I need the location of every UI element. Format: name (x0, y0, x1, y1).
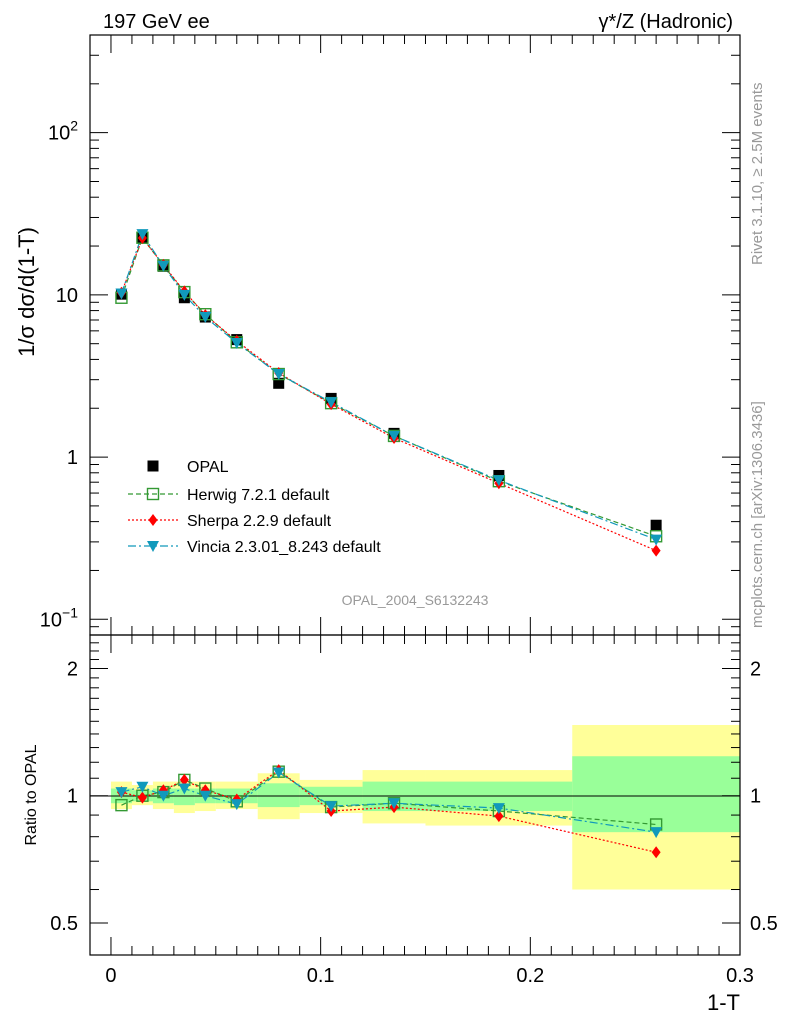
analysis-id: OPAL_2004_S6132243 (342, 592, 489, 608)
header-left: 197 GeV ee (103, 11, 210, 33)
series-markers (115, 229, 663, 859)
legend-vincia-label: Vincia 2.3.01_8.243 default (187, 539, 381, 556)
header-right: γ*/Z (Hadronic) (599, 11, 733, 33)
vincia-point (157, 260, 170, 272)
vincia-point (136, 229, 149, 241)
vincia-point (388, 430, 401, 442)
vincia-ratio-line (121, 771, 657, 833)
vincia-point (650, 534, 663, 546)
x-tick-label: 0.1 (307, 965, 335, 987)
vincia-ratio-point (178, 783, 191, 795)
sherpa-point (651, 544, 661, 557)
vincia-point (178, 289, 191, 301)
ratio-ylabel: Ratio to OPAL (23, 744, 40, 845)
opal-point (650, 519, 662, 531)
ratio-y-tick-label-right: 1 (750, 786, 761, 808)
vincia-ratio-point (388, 798, 401, 810)
x-tick-label: 0.3 (726, 965, 754, 987)
sherpa-ratio-point (651, 846, 661, 859)
y-tick-label: 102 (48, 118, 78, 145)
vincia-ratio-point (157, 790, 170, 802)
ratio-y-tick-label-right: 2 (750, 658, 761, 680)
vincia-ratio-point (136, 781, 149, 793)
main-ylabel: 1/σ dσ/d(1-T) (14, 227, 39, 357)
tick-labels: 0 0.1 0.2 0.3 10−1 1 10 102 0.5 0.5 1 1 2 2 (40, 118, 778, 987)
herwig-ratio-point (115, 798, 128, 812)
legend-opal-marker (147, 460, 159, 472)
legend-herwig-marker (146, 487, 160, 501)
band-green (572, 756, 740, 833)
vincia-point (199, 312, 212, 324)
vincia-ratio-point (115, 787, 128, 799)
ratio-y-tick-label-left: 1 (67, 786, 78, 808)
legend-opal-label: OPAL (187, 459, 229, 476)
sherpa-ratio-point (179, 773, 189, 786)
x-tick-label: 0.2 (516, 965, 544, 987)
mcplots-label: mcplots.cern.ch [arXiv:1306.3436] (749, 401, 766, 628)
x-tick-label: 0 (105, 965, 116, 987)
vincia-ratio-point (272, 767, 285, 779)
vincia-point (492, 475, 505, 487)
axis-ticks (89, 34, 741, 955)
legend-herwig-label: Herwig 7.2.1 default (187, 487, 330, 504)
ratio-uncertainty-bands (110, 724, 740, 890)
sherpa-line (120, 236, 657, 552)
legend-sherpa-marker (148, 514, 158, 526)
y-tick-label: 10 (56, 285, 78, 307)
rivet-label: Rivet 3.1.10, ≥ 2.5M events (749, 83, 766, 266)
vincia-point (325, 397, 338, 409)
vincia-ratio-point (230, 799, 243, 811)
vincia-ratio-point (199, 790, 212, 802)
vincia-ratio-point (492, 803, 505, 815)
vincia-ratio-point (650, 827, 663, 839)
ratio-y-tick-label-left: 2 (67, 658, 78, 680)
vincia-point (115, 288, 128, 300)
legend-sherpa-label: Sherpa 2.2.9 default (187, 513, 332, 530)
ratio-y-tick-label-right: 0.5 (750, 913, 778, 935)
opal-point (273, 377, 285, 389)
band-green (173, 788, 195, 806)
sherpa-ratio-point (137, 791, 147, 804)
ratio-y-tick-label-left: 0.5 (50, 913, 78, 935)
band-green (257, 783, 300, 808)
legend: OPAL Herwig 7.2.1 default Sherpa 2.2.9 def… (128, 459, 381, 556)
y-tick-label: 10−1 (40, 604, 78, 631)
vincia-point (272, 369, 285, 381)
sherpa-ratio-point (494, 810, 504, 823)
y-tick-label: 1 (67, 447, 78, 469)
legend-vincia-marker (147, 541, 159, 552)
ratio-panel-frame (89, 634, 741, 956)
vincia-ratio-point (325, 801, 338, 813)
vincia-point (230, 337, 243, 349)
x-axis-label: 1-T (707, 990, 740, 1015)
herwig-ratio-line (121, 770, 657, 826)
